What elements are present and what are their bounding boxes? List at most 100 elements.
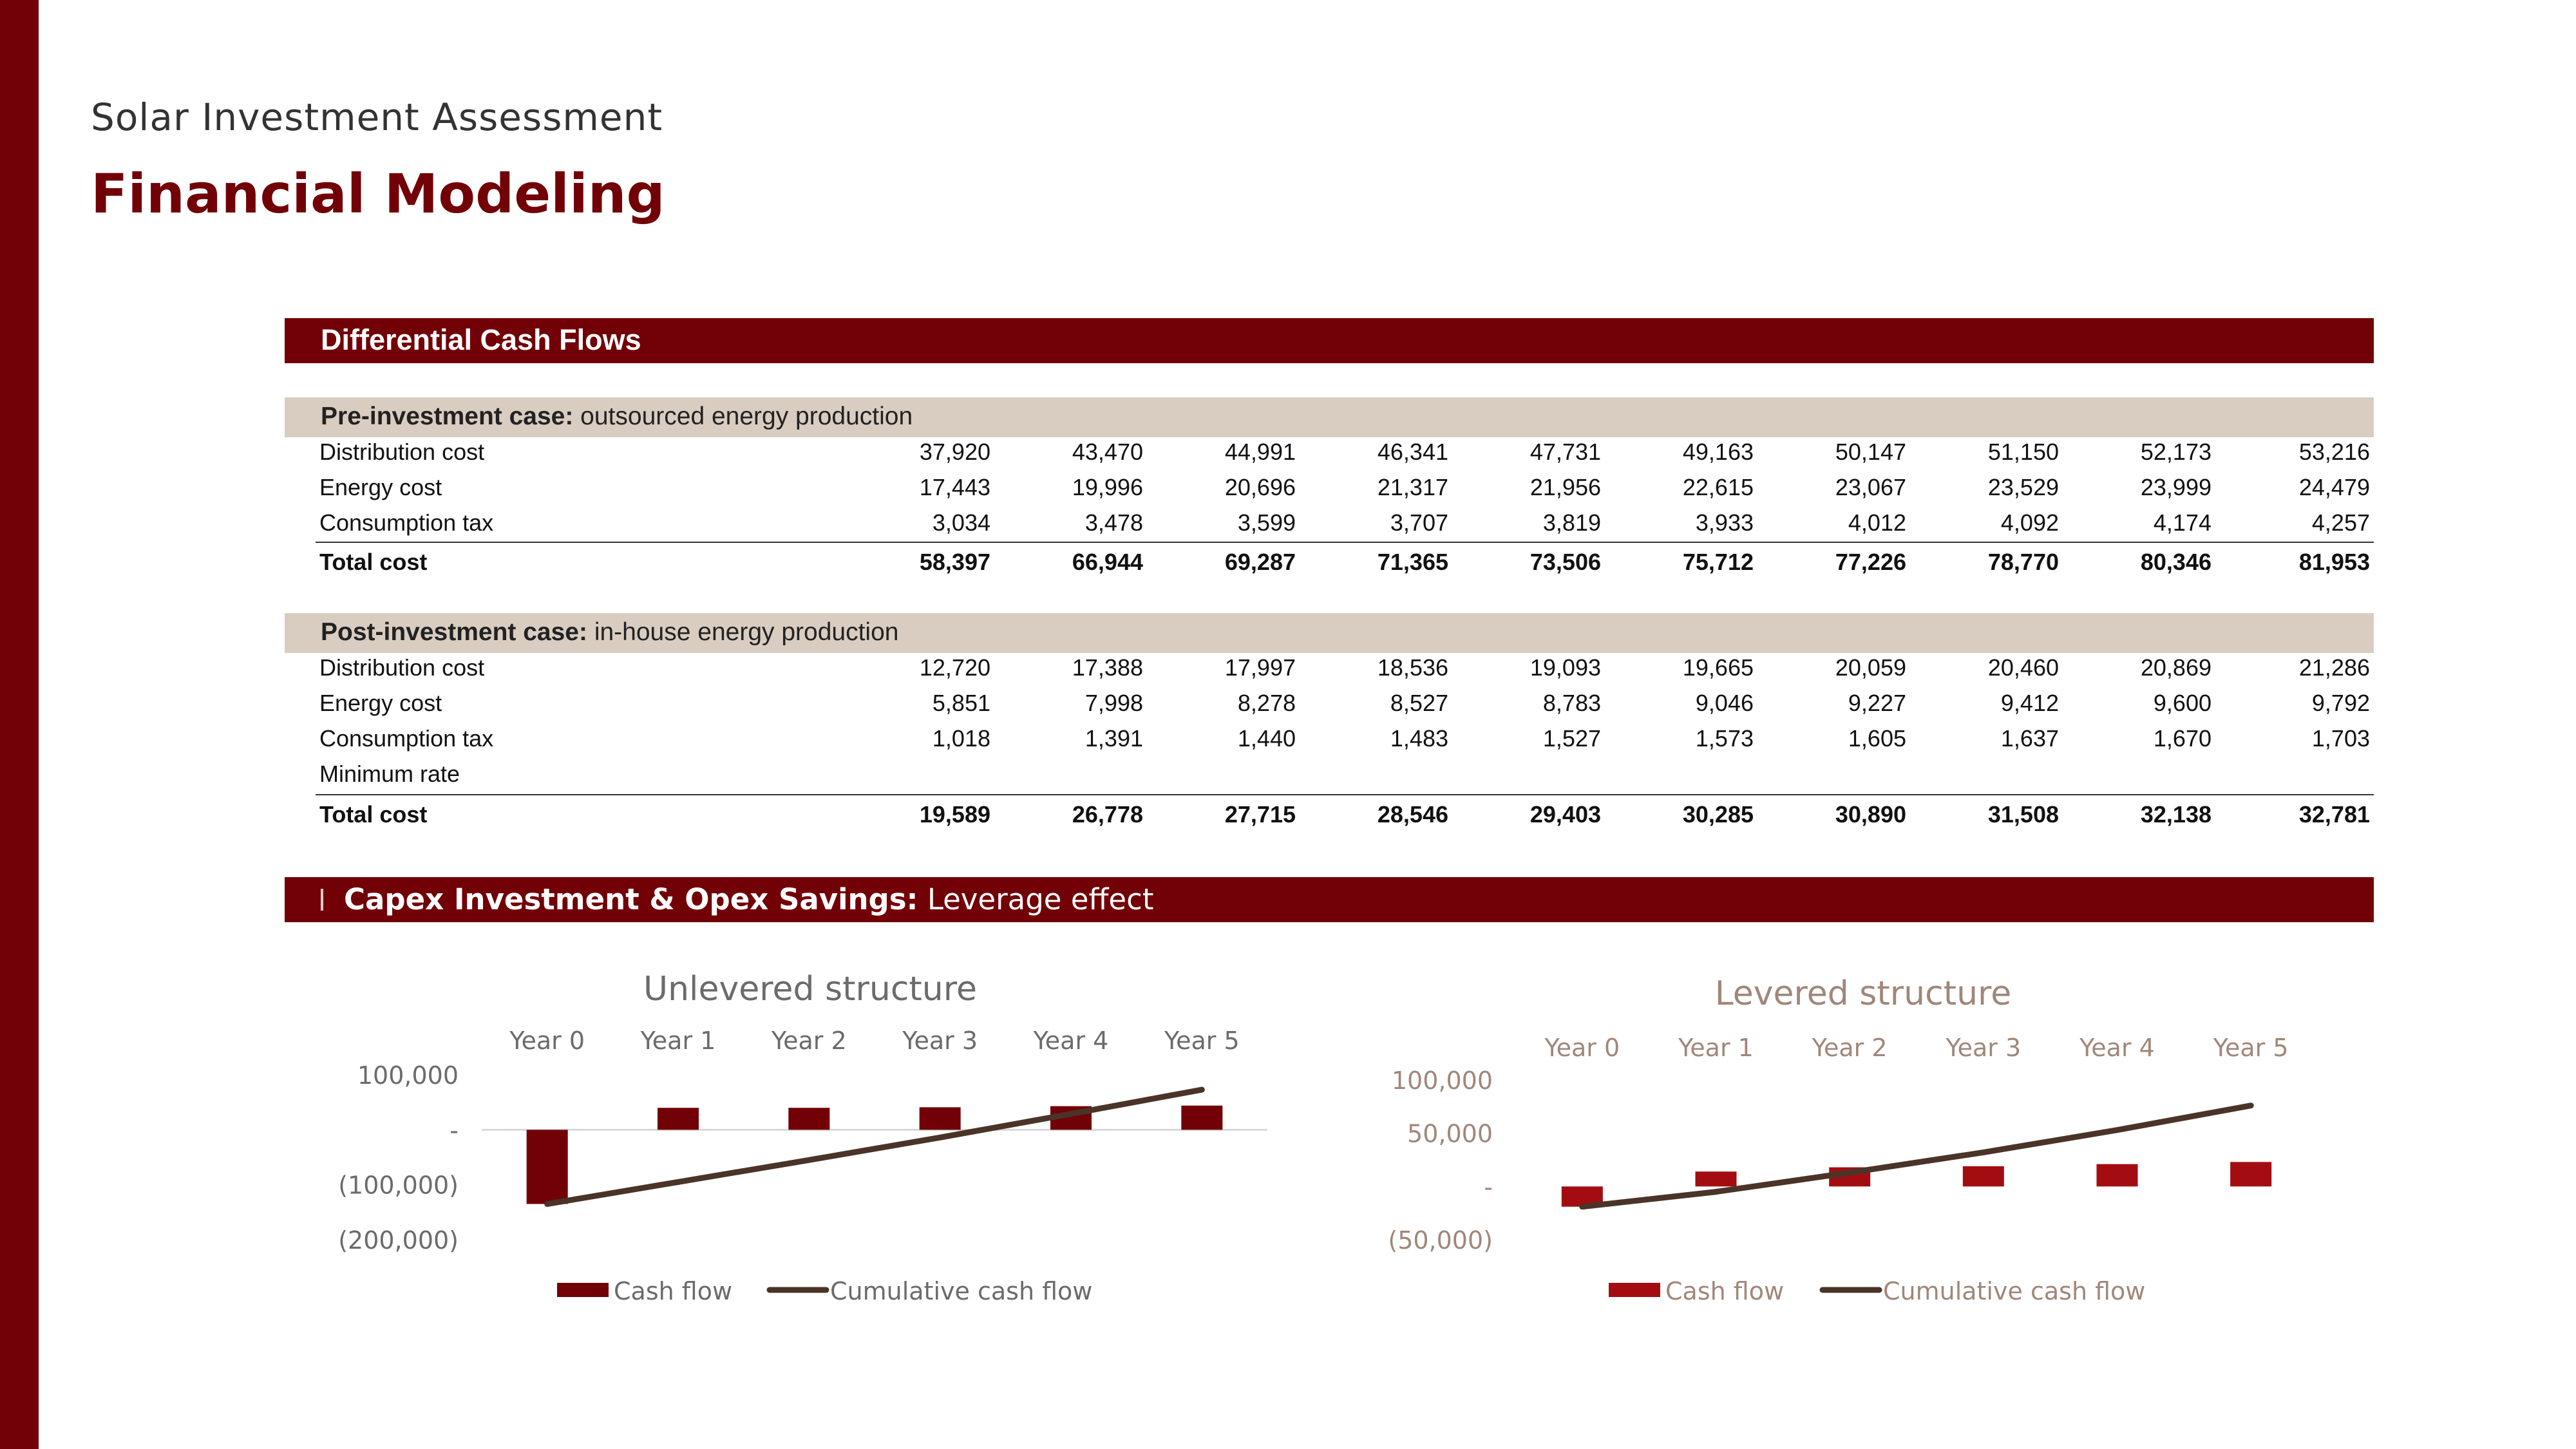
y-tick-label: 100,000 (1392, 1066, 1493, 1095)
y-tick-label: (50,000) (1388, 1226, 1493, 1255)
row-value: 1,573 (1695, 725, 1754, 752)
banner-tick-mark (321, 889, 323, 911)
cash-flow-bar (1561, 1186, 1603, 1207)
leverage-banner-bold: Capex Investment & Opex Savings: (344, 882, 918, 916)
row-value: 1,605 (1848, 725, 1906, 752)
row-value: 1,527 (1542, 725, 1601, 752)
x-category-label: Year 1 (1678, 1034, 1754, 1062)
legend-swatch-cash-flow (557, 1283, 609, 1297)
row-label: Consumption tax (319, 725, 494, 752)
row-value: 18,536 (1377, 654, 1448, 681)
left-accent-bar (0, 0, 39, 1449)
total-value: 69,287 (1224, 549, 1296, 575)
row-value: 9,227 (1848, 690, 1906, 716)
post-investment-heading-bold: Post-investment case: (321, 618, 587, 646)
row-value: 1,391 (1084, 725, 1143, 752)
cash-flow-bar (2230, 1162, 2272, 1187)
row-value: 22,615 (1682, 474, 1754, 500)
row-value: 43,470 (1072, 439, 1143, 465)
row-value: 51,150 (1987, 439, 2059, 465)
row-value: 1,483 (1390, 725, 1448, 752)
cumulative-cash-flow-line (1579, 1103, 2254, 1210)
table-row: Consumption tax 3,034 3,478 3,599 3,707 3,819… (319, 504, 2374, 540)
row-value: 3,933 (1695, 509, 1754, 536)
row-value: 9,792 (2311, 690, 2370, 716)
row-value: 1,018 (932, 725, 990, 752)
table-row: Distribution cost 12,720 17,388 17,997 18,53… (319, 649, 2374, 685)
legend-label-cumulative: Cumulative cash flow (1883, 1277, 2145, 1305)
row-value: 19,996 (1072, 474, 1143, 500)
y-tick-label: (100,000) (338, 1171, 459, 1200)
total-value: 28,546 (1377, 801, 1448, 828)
total-value: 66,944 (1072, 549, 1143, 575)
row-label: Minimum rate (319, 761, 460, 787)
row-value: 53,216 (2298, 439, 2370, 465)
total-value: 31,508 (1987, 801, 2059, 828)
x-category-label: Year 3 (902, 1027, 978, 1055)
row-value: 4,257 (2311, 509, 2370, 536)
row-value: 21,286 (2298, 654, 2370, 681)
cash-flow-bar (658, 1108, 699, 1130)
row-value: 17,443 (919, 474, 990, 500)
row-value: 17,997 (1224, 654, 1296, 681)
page-title: Financial Modeling (91, 162, 665, 225)
y-tick-label: 50,000 (1407, 1120, 1493, 1148)
total-value: 58,397 (919, 549, 990, 575)
row-value: 20,696 (1224, 474, 1296, 500)
x-category-label: Year 4 (2079, 1034, 2155, 1062)
cumulative-cash-flow-line (544, 1086, 1205, 1208)
row-value: 1,670 (2153, 725, 2211, 752)
row-value: 1,703 (2311, 725, 2370, 752)
row-value: 1,440 (1237, 725, 1296, 752)
row-value: 4,092 (2000, 509, 2059, 536)
row-value: 8,278 (1237, 690, 1296, 716)
row-label: Energy cost (319, 690, 442, 716)
total-value: 27,715 (1224, 801, 1296, 828)
x-category-label: Year 0 (509, 1027, 585, 1055)
total-value: 30,890 (1835, 801, 1906, 828)
row-value: 8,527 (1390, 690, 1448, 716)
row-value: 9,046 (1695, 690, 1754, 716)
cash-flows-banner-title: Differential Cash Flows (321, 323, 641, 356)
table-row: Consumption tax 1,018 1,391 1,440 1,483 1,527… (319, 720, 2374, 755)
row-value: 46,341 (1377, 439, 1448, 465)
total-label: Total cost (319, 801, 428, 828)
row-label: Consumption tax (319, 509, 494, 536)
row-value: 3,819 (1542, 509, 1601, 536)
row-value: 8,783 (1542, 690, 1601, 716)
x-category-label: Year 5 (1164, 1027, 1240, 1055)
row-value: 37,920 (919, 439, 990, 465)
table-row: Energy cost 17,443 19,996 20,696 21,317 21,95… (319, 469, 2374, 504)
total-value: 73,506 (1530, 549, 1601, 575)
total-value: 19,589 (919, 801, 990, 828)
row-value: 4,012 (1848, 509, 1906, 536)
row-label: Energy cost (319, 474, 442, 500)
cash-flow-bar (1695, 1171, 1737, 1187)
row-value: 21,956 (1530, 474, 1601, 500)
row-value: 49,163 (1682, 439, 1754, 465)
pre-total-divider (316, 542, 2374, 543)
row-value: 44,991 (1224, 439, 1296, 465)
y-tick-label: (200,000) (338, 1226, 459, 1255)
total-value: 77,226 (1835, 549, 1906, 575)
chart-title: Unlevered structure (643, 970, 977, 1009)
leverage-banner: Capex Investment & Opex Savings: Leverag… (285, 877, 2374, 922)
pre-investment-heading-bold: Pre-investment case: (321, 402, 574, 430)
row-value: 3,034 (932, 509, 990, 536)
cash-flow-bar (1181, 1105, 1223, 1130)
cash-flow-bar (1829, 1167, 1871, 1187)
post-investment-heading: Post-investment case: in-house energy pr… (285, 613, 2374, 653)
cash-flow-bar (526, 1130, 568, 1204)
row-value: 1,637 (2000, 725, 2059, 752)
legend-label-cash-flow: Cash flow (1665, 1277, 1784, 1305)
total-value: 81,953 (2298, 549, 2370, 575)
page-subtitle: Solar Investment Assessment (91, 95, 663, 139)
row-value: 20,059 (1835, 654, 1906, 681)
row-value: 23,529 (1987, 474, 2059, 500)
row-value: 50,147 (1835, 439, 1906, 465)
total-value: 71,365 (1377, 549, 1448, 575)
cash-flow-bar (788, 1108, 830, 1130)
row-value: 3,599 (1237, 509, 1296, 536)
cash-flow-bar (1050, 1106, 1092, 1130)
row-value: 12,720 (919, 654, 990, 681)
